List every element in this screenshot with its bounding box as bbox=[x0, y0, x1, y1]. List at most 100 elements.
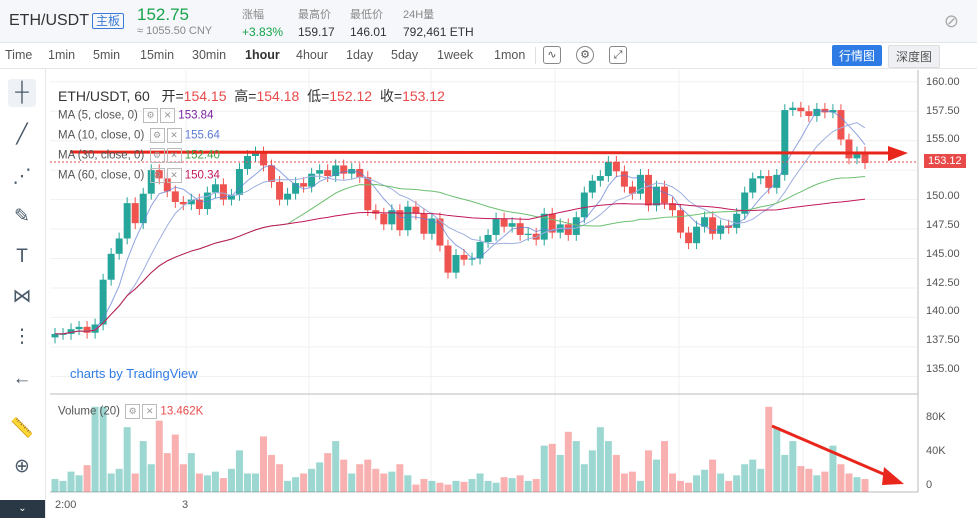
volume-bar bbox=[548, 443, 556, 492]
volume-bar bbox=[685, 482, 693, 492]
trend-line-icon[interactable]: ╱ bbox=[16, 124, 28, 145]
volume-bar bbox=[107, 473, 115, 492]
volume-bar bbox=[235, 450, 243, 492]
close-value: 153.12 bbox=[402, 88, 445, 104]
back-arrow-icon[interactable]: ← bbox=[12, 368, 32, 389]
hide-icon[interactable]: ⊘ bbox=[943, 11, 959, 31]
ruler-icon[interactable]: 📏 bbox=[10, 418, 34, 439]
candle-body bbox=[492, 218, 500, 235]
settings-icon[interactable]: ⚙ bbox=[576, 46, 594, 64]
pattern-icon[interactable]: ⋈ bbox=[12, 286, 32, 307]
tab-depth-chart[interactable]: 深度图 bbox=[887, 45, 940, 68]
candle-body bbox=[620, 171, 628, 187]
candle-body bbox=[572, 217, 580, 235]
zoom-icon[interactable]: ⊕ bbox=[14, 456, 30, 477]
volume-bar bbox=[773, 427, 781, 492]
interval-time[interactable]: Time bbox=[5, 48, 33, 62]
ticker-header: ETH/USDT 主板 152.75 ≈ 1055.50 CNY 涨幅 +3.83… bbox=[0, 0, 977, 43]
interval-5day[interactable]: 5day bbox=[391, 48, 419, 62]
volume-bar bbox=[765, 406, 773, 492]
volume-bar bbox=[837, 464, 845, 492]
candle-body bbox=[516, 223, 524, 235]
volume-bar bbox=[749, 459, 757, 492]
candle-body bbox=[155, 170, 163, 179]
volume-bar bbox=[147, 464, 155, 492]
ma30-legend[interactable]: MA (30, close, 0) ⚙ ✕ 152.40 bbox=[58, 148, 220, 163]
drawing-toolbar: ┼ ╱ ⋰ ✎ T ⋈ ⋮ ← 📏 ⊕ ⌄ bbox=[0, 69, 46, 518]
candle-body bbox=[837, 110, 845, 140]
tab-quote-chart[interactable]: 行情图 bbox=[831, 45, 882, 66]
candle-body bbox=[260, 152, 268, 166]
volume-bar bbox=[516, 475, 524, 492]
interval-15min[interactable]: 15min bbox=[140, 48, 175, 62]
volume-bar bbox=[781, 454, 789, 492]
candle-body bbox=[757, 176, 765, 179]
ma60-legend[interactable]: MA (60, close, 0) ⚙ ✕ 150.34 bbox=[58, 168, 220, 183]
ma10-legend[interactable]: MA (10, close, 0) ⚙ ✕ 155.64 bbox=[58, 128, 220, 143]
candle-body bbox=[548, 213, 556, 233]
volume-bar bbox=[564, 431, 572, 492]
interval-1mon[interactable]: 1mon bbox=[494, 48, 526, 62]
symbol[interactable]: ETH/USDT bbox=[9, 12, 89, 29]
interval-1week[interactable]: 1week bbox=[437, 48, 474, 62]
annotation-arrowhead bbox=[882, 467, 904, 485]
fullscreen-icon[interactable]: ⤢ bbox=[609, 46, 627, 64]
candle-body bbox=[468, 258, 476, 260]
y-tick: 155.00 bbox=[926, 133, 960, 145]
volume-bar bbox=[452, 480, 460, 492]
interval-4hour[interactable]: 4hour bbox=[296, 48, 328, 62]
interval-1hour[interactable]: 1hour bbox=[245, 48, 280, 62]
volume-bar bbox=[404, 475, 412, 492]
volume-bar bbox=[628, 471, 636, 492]
market-badge: 主板 bbox=[92, 13, 125, 29]
volume-bar bbox=[251, 473, 259, 492]
candle-body bbox=[500, 218, 508, 227]
candle-body bbox=[444, 245, 452, 273]
candle-body bbox=[428, 218, 436, 234]
current-price-label: 153.12 bbox=[924, 154, 966, 168]
volume-bar bbox=[195, 473, 203, 492]
candle-body bbox=[709, 217, 717, 234]
brush-icon[interactable]: ✎ bbox=[14, 206, 30, 227]
volume-bar bbox=[260, 436, 268, 492]
candle-body bbox=[404, 206, 412, 231]
interval-30min[interactable]: 30min bbox=[192, 48, 227, 62]
volume-legend[interactable]: Volume (20) ⚙ ✕ 13.462K bbox=[58, 404, 204, 419]
stat-volume: 24H量 792,461 ETH bbox=[403, 9, 474, 39]
interval-1min[interactable]: 1min bbox=[48, 48, 76, 62]
indicators-icon[interactable]: ∿ bbox=[543, 46, 561, 64]
volume-bar bbox=[348, 473, 356, 492]
candle-body bbox=[372, 210, 380, 214]
candle-body bbox=[219, 184, 227, 200]
fib-icon[interactable]: ⋰ bbox=[12, 166, 32, 187]
candle-body bbox=[364, 177, 372, 211]
volume-bar bbox=[572, 441, 580, 492]
candle-body bbox=[436, 218, 444, 246]
candle-body bbox=[195, 199, 203, 210]
tradingview-watermark[interactable]: charts by TradingView bbox=[70, 366, 198, 381]
candle-body bbox=[284, 193, 292, 200]
candle-body bbox=[251, 152, 259, 157]
volume-bar bbox=[677, 480, 685, 492]
ma5-legend[interactable]: MA (5, close, 0) ⚙ ✕ 153.84 bbox=[58, 108, 214, 123]
candle-body bbox=[75, 326, 83, 330]
volume-bar bbox=[284, 480, 292, 492]
measure-icon[interactable]: ⋮ bbox=[12, 326, 32, 347]
candle-body bbox=[171, 191, 179, 202]
y-tick: 135.00 bbox=[926, 363, 960, 375]
interval-1day[interactable]: 1day bbox=[346, 48, 374, 62]
collapse-icon[interactable]: ⌄ bbox=[0, 500, 45, 518]
ma5-line bbox=[55, 110, 866, 335]
candle-body bbox=[845, 139, 853, 159]
crosshair-icon[interactable]: ┼ bbox=[8, 79, 36, 107]
candle-body bbox=[741, 192, 749, 214]
vol-tick: 40K bbox=[926, 445, 946, 457]
volume-bar bbox=[540, 445, 548, 492]
volume-bar bbox=[476, 473, 484, 492]
volume-bar bbox=[693, 475, 701, 492]
volume-bar bbox=[468, 479, 476, 492]
text-icon[interactable]: T bbox=[16, 246, 28, 267]
volume-bar bbox=[51, 479, 59, 492]
interval-5min[interactable]: 5min bbox=[93, 48, 121, 62]
